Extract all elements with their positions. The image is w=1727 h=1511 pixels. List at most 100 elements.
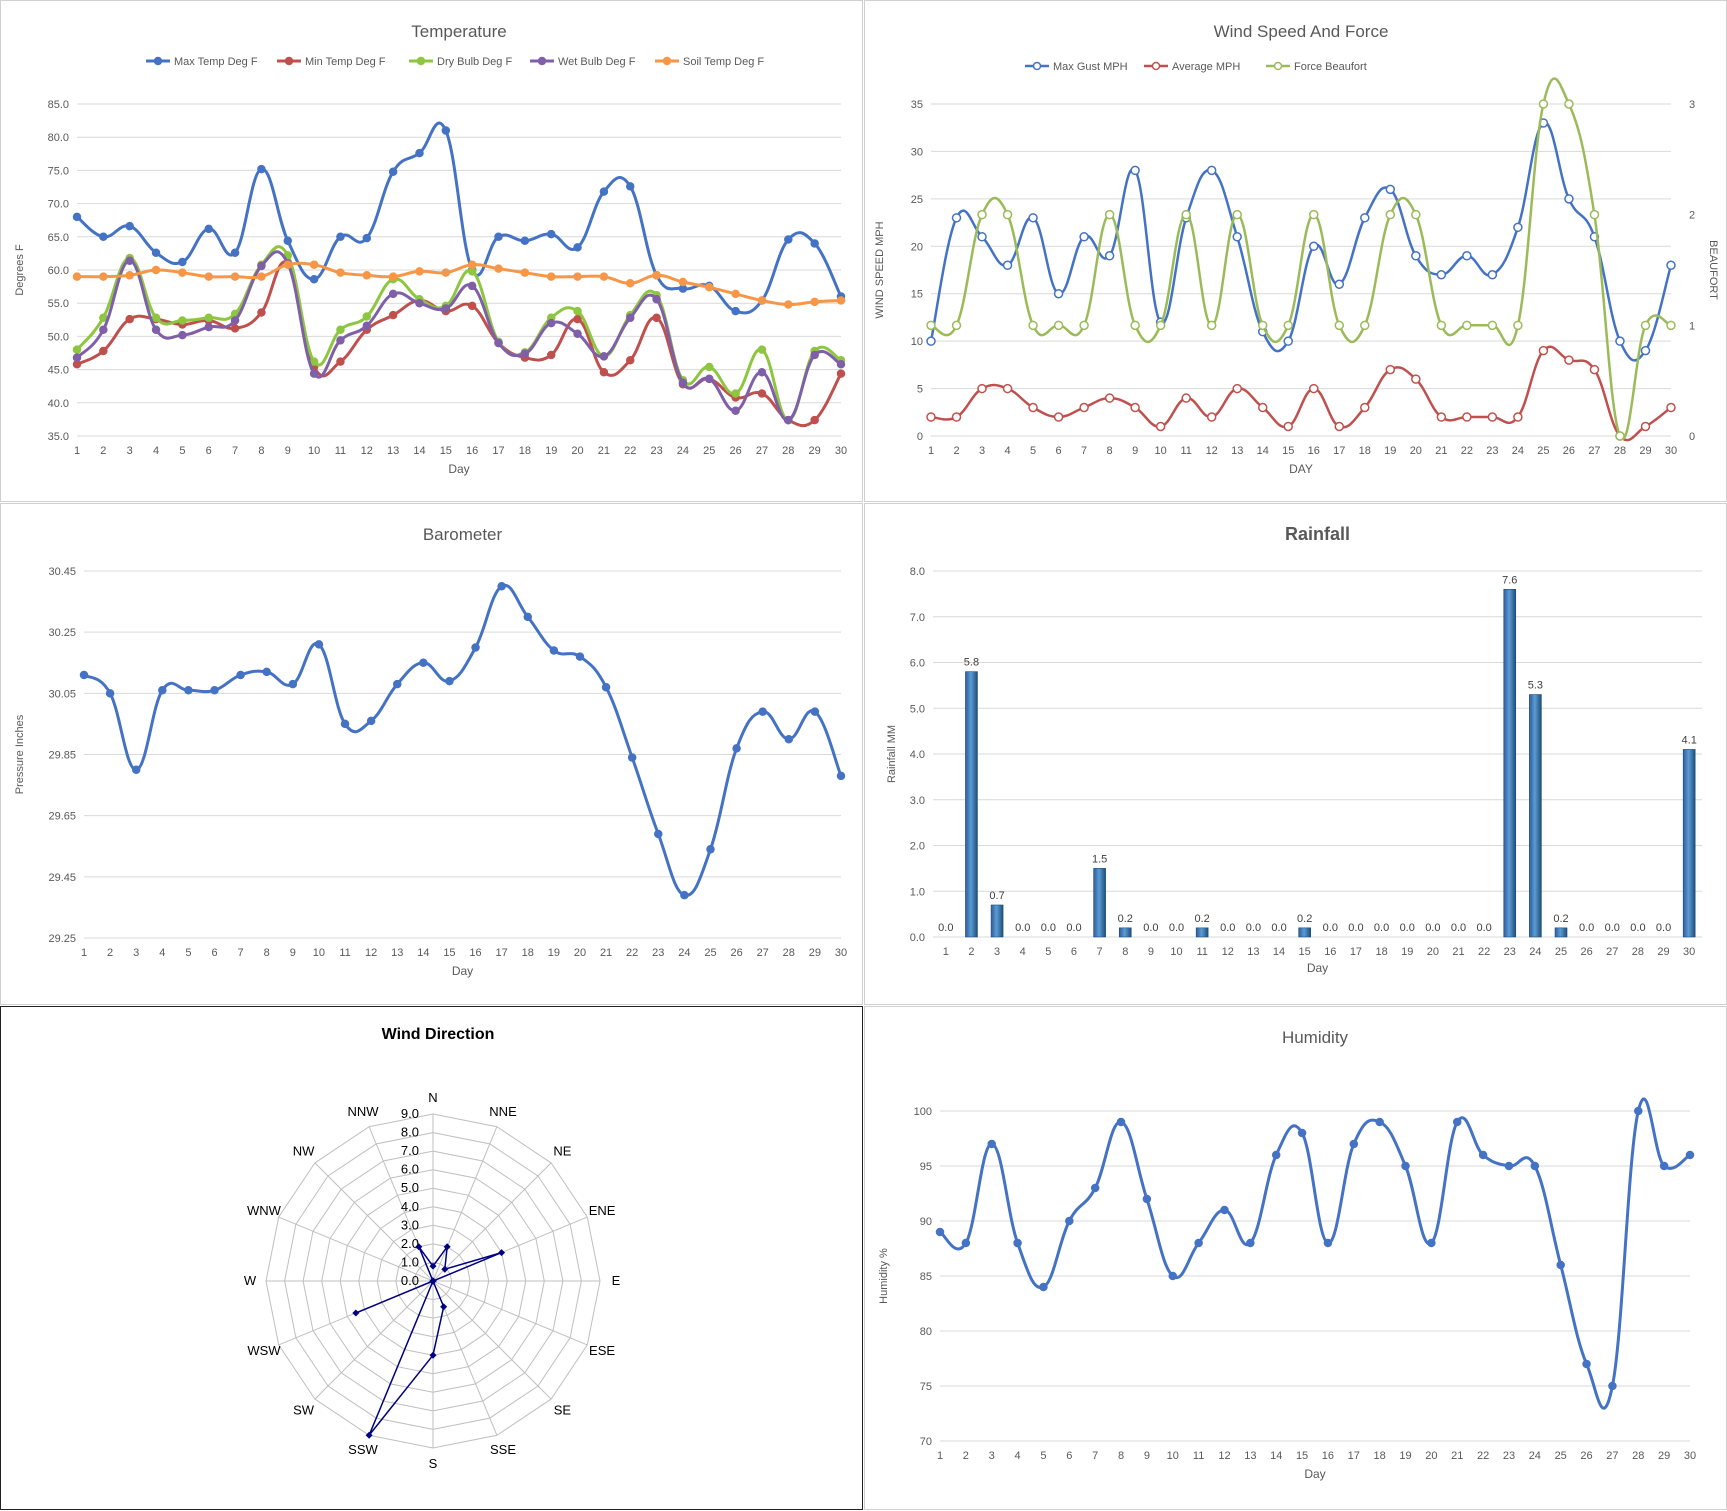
- data-label: 0.0: [1425, 922, 1440, 934]
- data-point: [105, 689, 115, 698]
- data-label: 0.0: [1400, 922, 1415, 934]
- data-point: [1487, 269, 1498, 280]
- x-tick-label: 8: [1107, 445, 1113, 457]
- data-point: [388, 167, 398, 176]
- x-tick-label: 11: [335, 445, 346, 457]
- x-tick-label: 20: [1410, 445, 1422, 457]
- data-point: [392, 679, 402, 689]
- x-axis-label: DAY: [1289, 462, 1313, 476]
- data-point: [1065, 1216, 1074, 1226]
- x-tick-label: 18: [1374, 1450, 1386, 1462]
- data-label: 5.8: [964, 657, 979, 669]
- data-point: [1640, 320, 1651, 331]
- data-point: [836, 771, 846, 781]
- x-tick-label: 17: [1350, 946, 1362, 958]
- x-tick-label: 19: [548, 947, 560, 959]
- x-tick-label: 23: [650, 445, 662, 457]
- data-point: [471, 643, 480, 652]
- data-point: [784, 300, 793, 309]
- data-label: 7.6: [1502, 574, 1517, 586]
- data-point: [467, 301, 477, 311]
- data-point: [445, 676, 454, 686]
- radar-spoke: [432, 1280, 552, 1400]
- x-tick-label: 4: [1020, 946, 1026, 958]
- x-tick-label: 16: [469, 947, 481, 959]
- barometer-chart-panel: Barometer 29.25 29.45 29.65 29.85 30.05 30.25 3…: [0, 503, 863, 1005]
- data-point: [810, 297, 819, 307]
- data-label: 0.2: [1553, 913, 1568, 925]
- x-tick-label: 10: [1170, 946, 1182, 958]
- direction-label: SW: [293, 1402, 315, 1417]
- data-label: 0.0: [938, 922, 953, 934]
- legend-entry: Min Temp Deg F: [305, 56, 386, 68]
- chart-title: Wind Direction: [382, 1026, 495, 1043]
- data-point: [758, 707, 767, 716]
- y-tick-label: 20: [911, 241, 923, 253]
- data-point: [1487, 320, 1498, 331]
- x-tick-label: 12: [361, 445, 373, 457]
- data-point: [1640, 421, 1651, 432]
- x-tick-label: 22: [624, 445, 636, 457]
- radial-tick-label: 9.0: [401, 1106, 419, 1121]
- data-point: [125, 256, 134, 265]
- x-tick-label: 5: [1045, 946, 1051, 958]
- data-point: [72, 212, 82, 222]
- series-line: [83, 583, 843, 897]
- data-point: [573, 306, 582, 316]
- data-point: [131, 765, 141, 775]
- data-point: [1411, 374, 1421, 384]
- x-tick-label: 6: [206, 445, 212, 457]
- data-label: 0.0: [1066, 922, 1081, 934]
- data-point: [731, 306, 740, 316]
- data-point: [810, 239, 819, 248]
- x-tick-label: 29: [1639, 445, 1651, 457]
- data-point: [336, 336, 345, 345]
- y-tick-label: 1.0: [910, 886, 925, 898]
- x-tick-label: 8: [258, 445, 264, 457]
- data-point: [1206, 412, 1217, 422]
- data-point: [1401, 1161, 1410, 1171]
- data-point: [784, 734, 794, 744]
- y-tick-label: 10: [911, 336, 923, 348]
- x-tick-label: 17: [496, 947, 508, 959]
- y-tick-label: 85: [920, 1271, 932, 1283]
- x-tick-label: 5: [179, 445, 185, 457]
- data-point: [204, 322, 213, 332]
- data-point: [1436, 320, 1447, 331]
- x-tick-label: 11: [1180, 445, 1191, 457]
- x-tick-label: 12: [365, 947, 377, 959]
- data-point: [1053, 288, 1064, 299]
- data-point: [1232, 232, 1242, 242]
- y-tick-label: 7.0: [910, 612, 925, 624]
- data-point: [757, 345, 767, 354]
- x-tick-label: 16: [1324, 946, 1336, 958]
- x-tick-label: 28: [1632, 1450, 1644, 1462]
- chart-title: Rainfall: [1285, 524, 1350, 544]
- data-point: [951, 412, 962, 422]
- data-point: [429, 1262, 437, 1270]
- x-tick-label: 7: [238, 947, 244, 959]
- data-point: [951, 213, 962, 223]
- data-point: [1079, 320, 1089, 331]
- x-tick-label: 2: [107, 947, 113, 959]
- data-point: [1155, 421, 1166, 432]
- x-tick-label: 19: [1401, 946, 1413, 958]
- x-tick-label: 26: [1581, 946, 1593, 958]
- data-point: [573, 272, 582, 281]
- data-point: [151, 265, 161, 275]
- radar-spoke: [432, 1280, 588, 1346]
- data-label: 0.0: [1271, 922, 1286, 934]
- radar-spoke: [278, 1216, 434, 1282]
- data-point: [1538, 345, 1549, 356]
- y-axis-label: Degrees F: [14, 244, 26, 296]
- x-tick-label: 24: [1512, 445, 1524, 457]
- x-tick-label: 21: [598, 445, 610, 457]
- y-tick-label: 60.0: [48, 265, 69, 277]
- legend-marker: [1151, 61, 1161, 71]
- data-point: [443, 1243, 451, 1251]
- y-tick-label: 55.0: [48, 298, 69, 310]
- data-point: [340, 719, 350, 729]
- data-point: [1375, 1117, 1384, 1127]
